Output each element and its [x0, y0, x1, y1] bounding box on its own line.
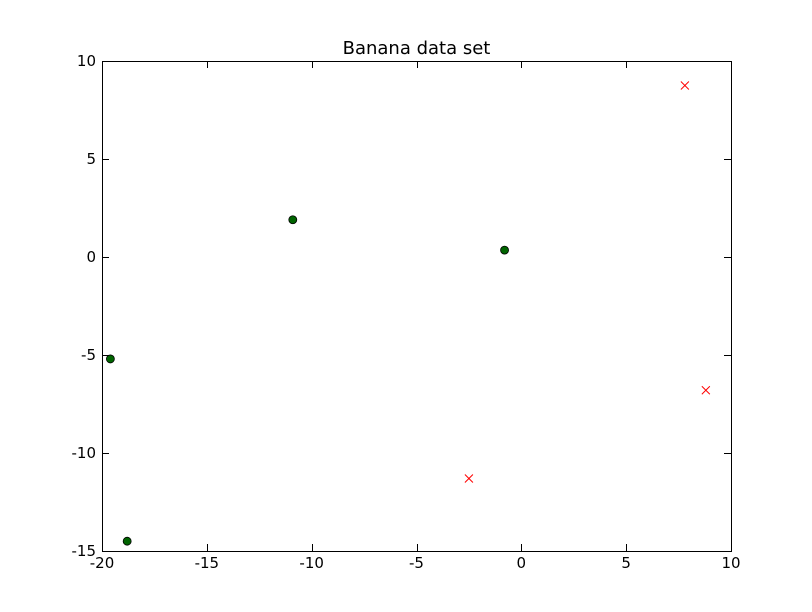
data-point-x: [701, 385, 711, 395]
y-tick-label: 5: [86, 150, 96, 168]
x-tick-label: -20: [90, 554, 115, 572]
y-tick-label: -10: [72, 444, 97, 462]
data-point-x-stroke: [680, 81, 690, 90]
data-point-circle: [122, 536, 132, 546]
y-tick-label: -15: [72, 542, 97, 560]
chart-title: Banana data set: [343, 38, 491, 59]
plot-area-frame: [102, 61, 732, 552]
data-point-x-stroke: [464, 474, 474, 483]
data-point-x: [464, 474, 474, 483]
data-point-circle: [288, 215, 298, 225]
data-marks: [105, 81, 711, 546]
x-tick-label: -10: [299, 554, 324, 572]
x-tick-label: 10: [721, 554, 740, 572]
data-point-x: [680, 81, 690, 90]
data-point-circle: [105, 354, 115, 364]
x-tick-label: 5: [621, 554, 631, 572]
data-point-x-stroke: [701, 385, 711, 395]
y-tick-label: 10: [77, 52, 96, 70]
x-tick-label: 0: [517, 554, 527, 572]
x-tick-label: -5: [409, 554, 424, 572]
y-tick-label: -5: [81, 346, 96, 364]
y-tick-label: 0: [86, 248, 96, 266]
x-tick-label: -15: [195, 554, 220, 572]
data-point-circle: [500, 245, 509, 255]
